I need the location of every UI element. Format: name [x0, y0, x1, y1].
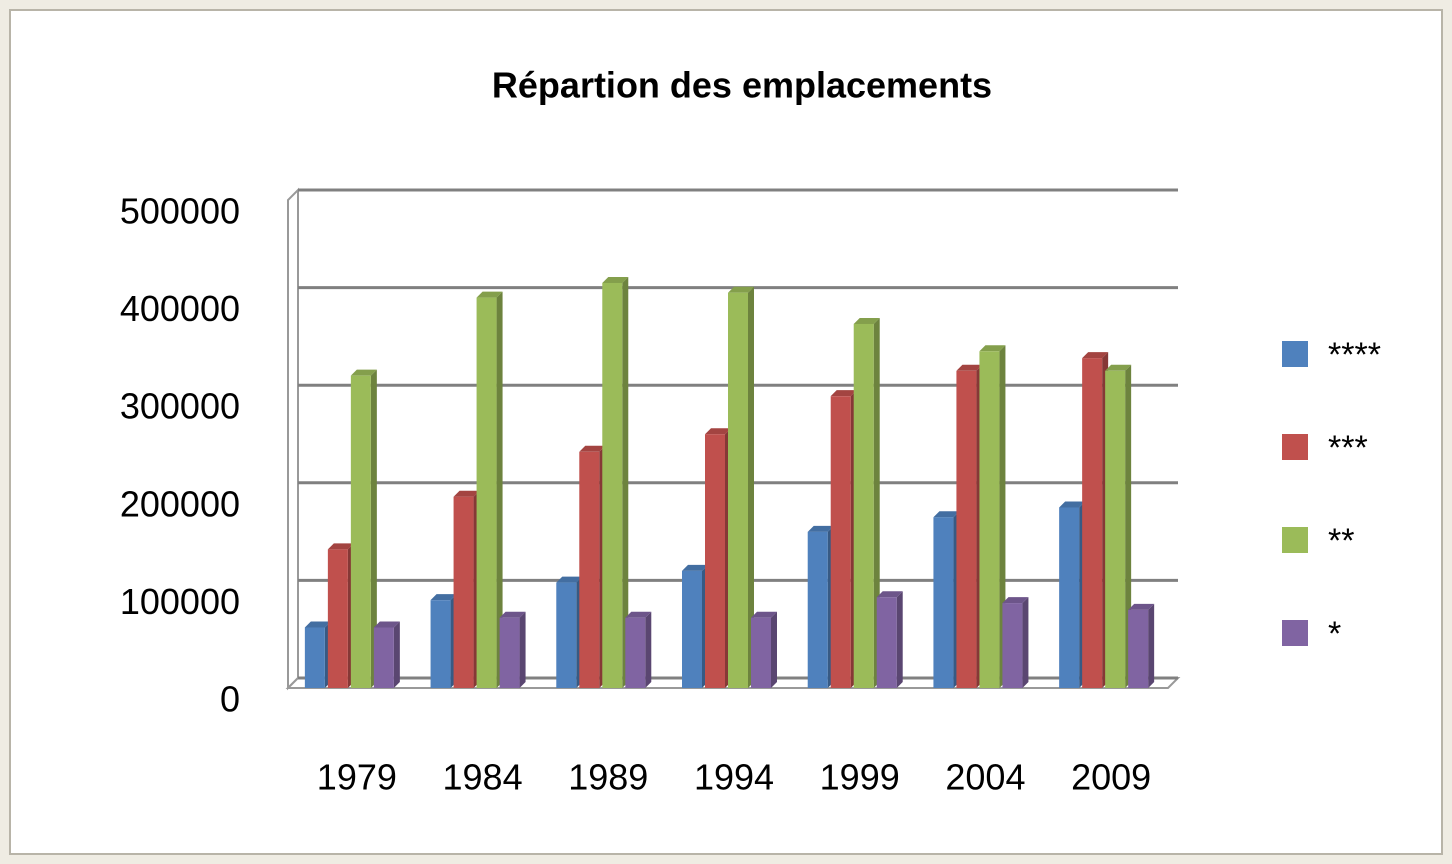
legend-swatch	[1282, 620, 1308, 646]
legend-label: **	[1328, 522, 1354, 560]
x-tick-label: 1994	[694, 757, 774, 798]
bar-top	[1059, 501, 1086, 508]
bar-side	[748, 286, 754, 688]
bar-side	[645, 611, 652, 688]
bar-top	[579, 445, 606, 452]
legend-swatch	[1282, 527, 1308, 553]
bar	[751, 617, 771, 688]
y-tick-label: 0	[220, 679, 240, 720]
bar	[830, 396, 851, 688]
bar	[373, 627, 394, 688]
bar-top	[1105, 364, 1132, 371]
bar-top	[830, 390, 857, 397]
y-tick-label: 200000	[120, 483, 240, 524]
bar-top	[556, 576, 583, 583]
x-tick-label: 2004	[945, 757, 1025, 798]
bar-top	[956, 364, 983, 371]
x-tick-label: 1984	[443, 757, 523, 798]
legend-label: *	[1328, 615, 1341, 653]
x-tick-label: 1989	[568, 757, 648, 798]
bar-top	[304, 621, 331, 628]
bar	[453, 496, 474, 688]
bar-top	[807, 525, 834, 532]
bar-top	[350, 369, 377, 376]
bar-top	[682, 564, 708, 571]
legend-label: ****	[1328, 336, 1381, 374]
y-tick-label: 500000	[120, 191, 240, 232]
bar	[682, 570, 702, 688]
y-tick-label: 300000	[120, 386, 240, 427]
y-tick-label: 400000	[120, 288, 240, 329]
bar-side	[393, 621, 400, 688]
bar-top	[602, 276, 629, 283]
bar	[350, 375, 371, 688]
bar-side	[519, 611, 526, 688]
x-tick-label: 2009	[1071, 757, 1151, 798]
bar-side	[370, 369, 377, 688]
back-wall	[287, 187, 299, 691]
legend-swatch	[1282, 341, 1308, 367]
bar	[556, 582, 577, 688]
bar-top	[499, 611, 526, 618]
bar	[327, 549, 348, 688]
legend-label: ***	[1328, 429, 1368, 467]
bar	[728, 292, 748, 688]
bar-top	[1128, 603, 1155, 610]
bar	[625, 617, 646, 688]
bar-top	[476, 291, 503, 298]
bar-top	[373, 621, 400, 628]
bar-top	[625, 611, 652, 618]
bar	[705, 434, 725, 688]
bar-top	[876, 591, 903, 598]
bar	[807, 531, 828, 688]
bar-side	[896, 591, 903, 688]
legend-swatch	[1282, 434, 1308, 460]
bar	[476, 297, 497, 688]
bar-top	[327, 543, 354, 550]
bar	[1002, 603, 1023, 688]
bar-top	[430, 594, 457, 601]
bar	[579, 451, 600, 688]
bar	[1105, 370, 1126, 688]
bar	[430, 600, 451, 688]
bar	[304, 627, 325, 688]
bar-side	[496, 291, 503, 688]
bar-top	[705, 428, 731, 435]
bar-top	[979, 345, 1006, 352]
bar-side	[1022, 597, 1029, 688]
bar-side	[873, 317, 880, 688]
bar	[876, 597, 897, 688]
bar-side	[622, 276, 629, 688]
bar-side	[1148, 603, 1155, 688]
bar-side	[771, 611, 777, 688]
bar-top	[1002, 597, 1029, 604]
bar	[933, 517, 954, 688]
bar	[1082, 358, 1103, 688]
bar	[853, 323, 874, 688]
y-tick-label: 100000	[120, 581, 240, 622]
x-tick-label: 1979	[317, 757, 397, 798]
bar	[1059, 507, 1080, 688]
x-tick-label: 1999	[820, 757, 900, 798]
bar-top	[1082, 352, 1109, 359]
bar	[1128, 609, 1149, 688]
chart-title: Répartion des emplacements	[492, 65, 992, 106]
bar-top	[853, 317, 880, 324]
bar	[979, 351, 1000, 688]
bar	[499, 617, 520, 688]
bar-top	[933, 511, 960, 518]
bar-top	[728, 286, 754, 293]
bar-top	[453, 490, 480, 497]
bar-top	[751, 611, 777, 618]
bar-side	[1125, 364, 1132, 688]
bar	[956, 370, 977, 688]
bar	[602, 282, 623, 688]
